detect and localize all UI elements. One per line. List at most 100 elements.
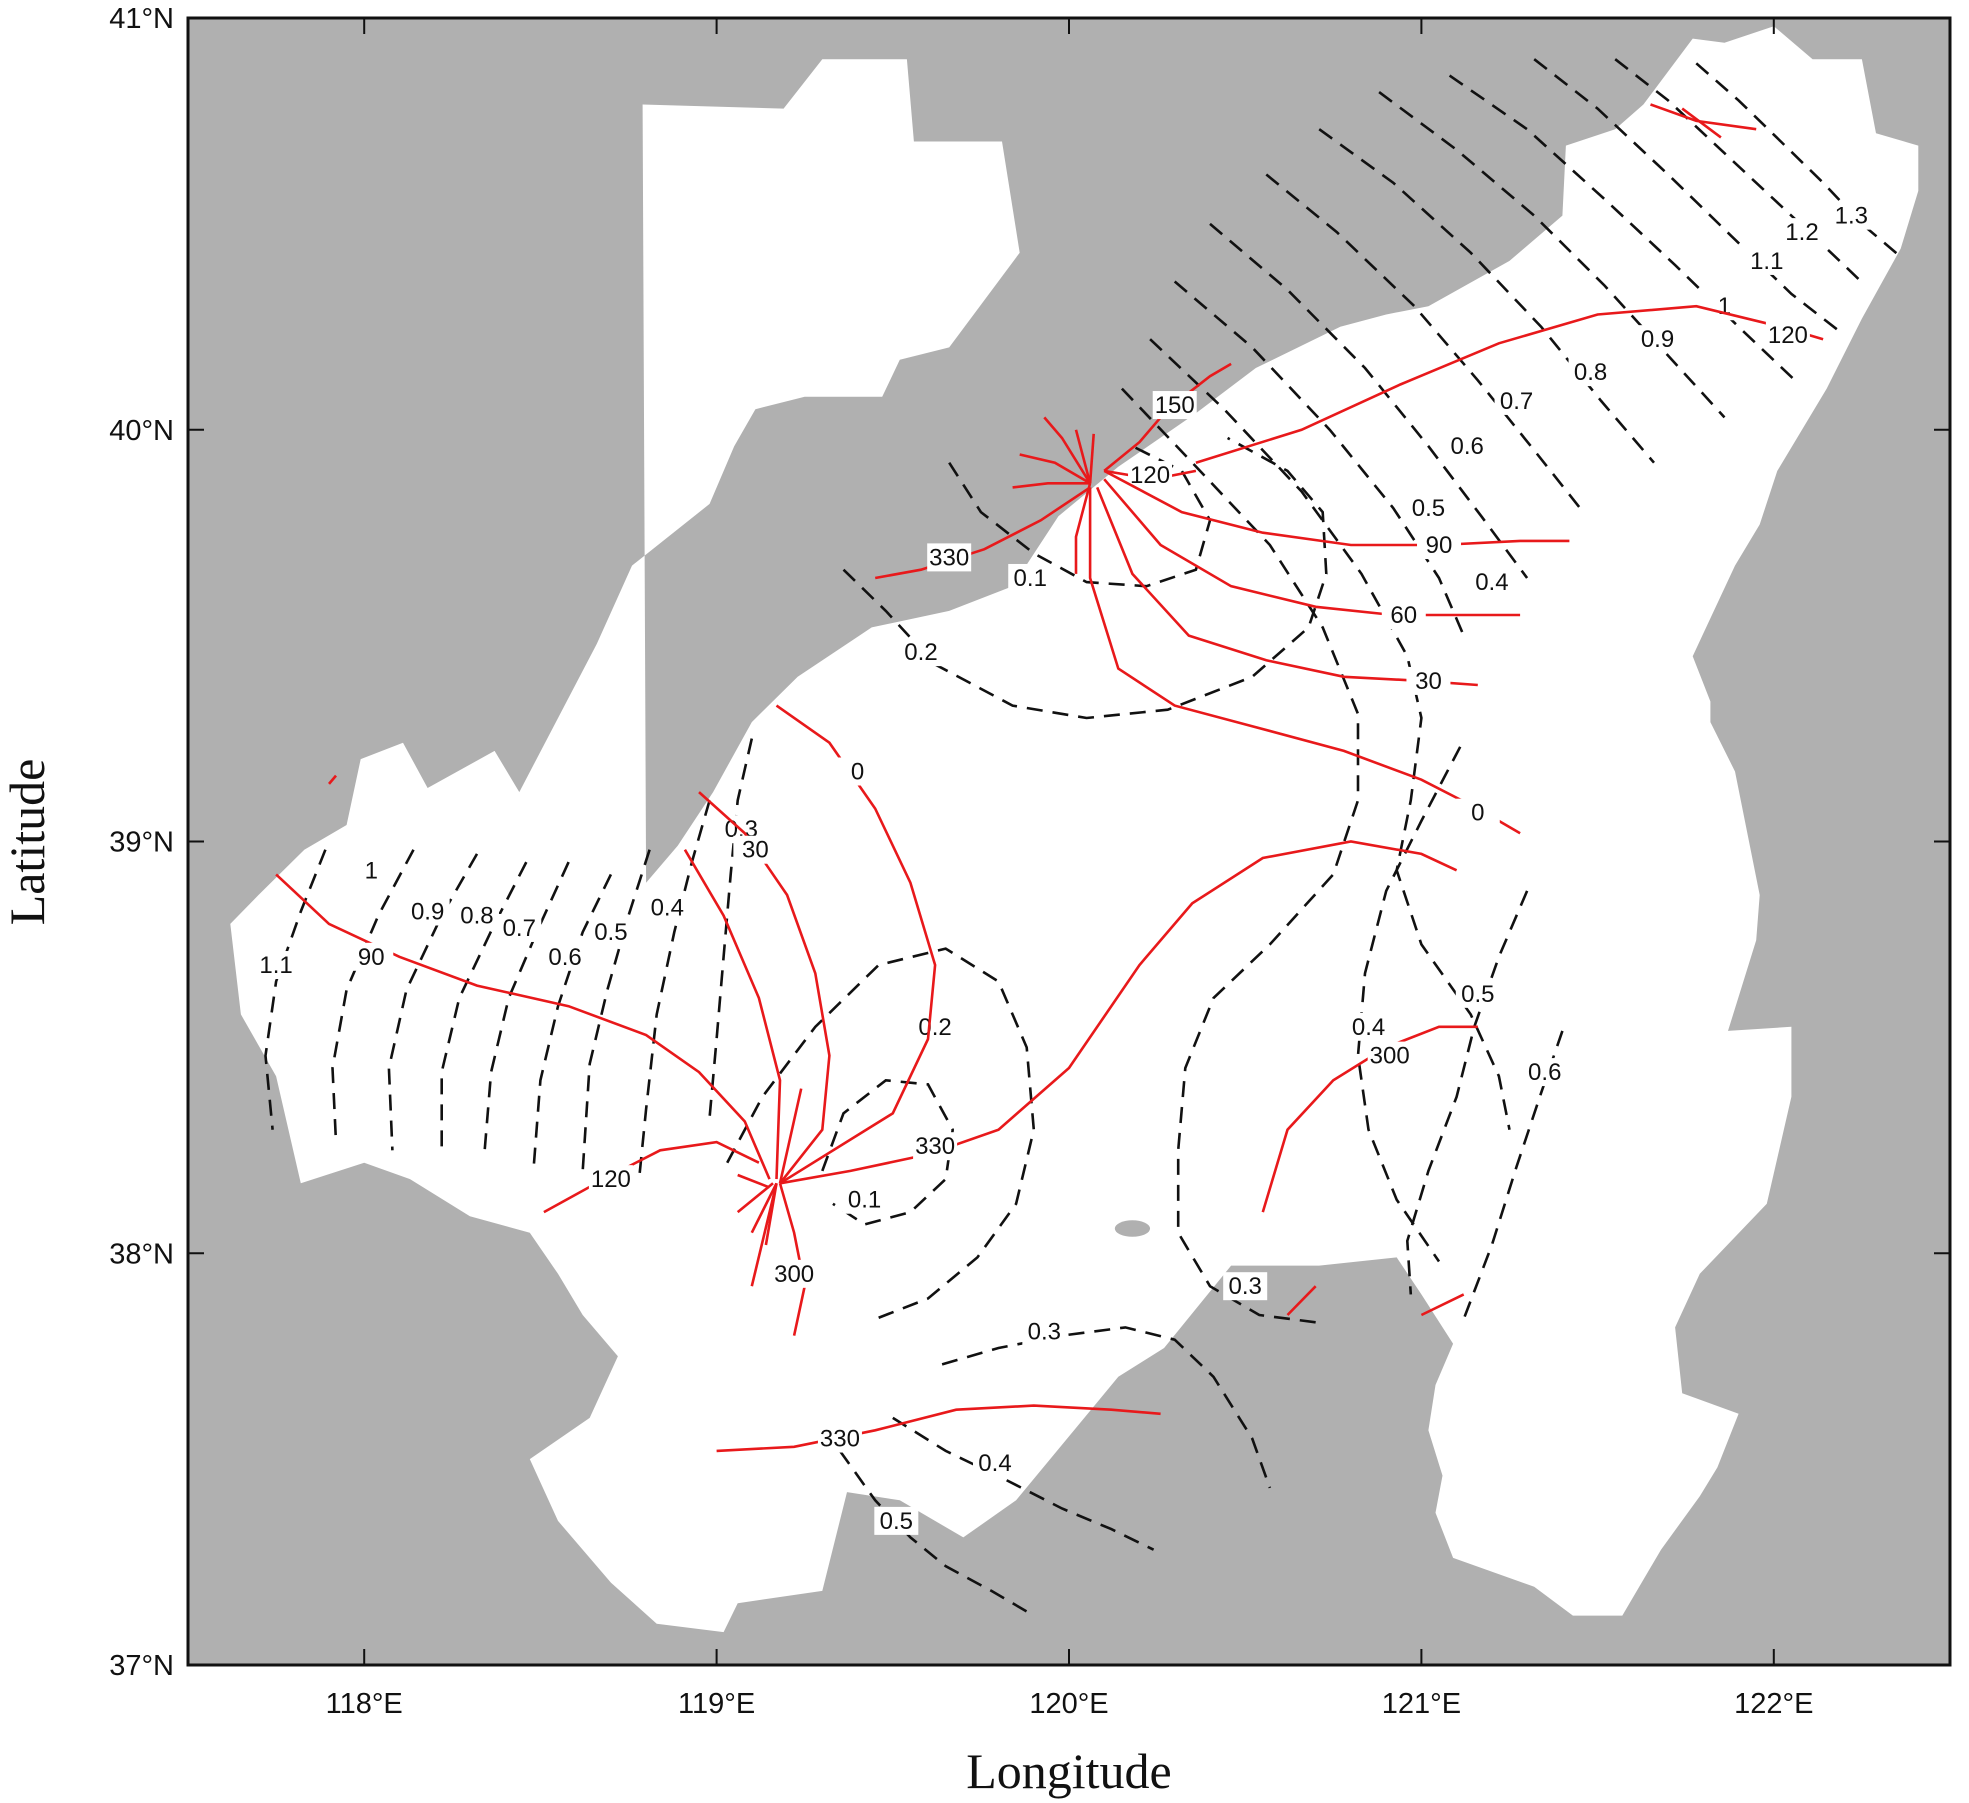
amplitude-contour-line xyxy=(1405,890,1529,1295)
amplitude-contour: 1.3 xyxy=(1695,62,1902,258)
amplitude-contour-label-bg xyxy=(645,893,690,922)
amplitude-contour-line xyxy=(387,853,479,1151)
amplitude-contour: 0.4 xyxy=(1346,746,1462,1263)
phase-contour-line xyxy=(275,873,771,1180)
x-axis-title: Longitude xyxy=(966,1743,1172,1799)
phase-contour-label: 90 xyxy=(358,944,385,971)
phase-contour xyxy=(750,1182,778,1287)
phase-contour-line xyxy=(736,1182,774,1214)
amplitude-contour: 0.1 xyxy=(821,1078,955,1226)
phase-contour-line xyxy=(750,1182,778,1234)
amplitude-contour: 0.2 xyxy=(726,947,1036,1321)
phase-contour: 300 xyxy=(772,1182,817,1336)
y-tick-label: 39°N xyxy=(109,827,174,859)
amplitude-contour-label: 0.4 xyxy=(978,1450,1011,1477)
phase-contour: 0 xyxy=(1088,487,1521,835)
phase-contour-label: 300 xyxy=(774,1261,814,1288)
phase-contour xyxy=(736,1182,774,1214)
amplitude-contour-label: 0.7 xyxy=(1500,388,1533,415)
phase-contour-line xyxy=(698,791,831,1185)
amplitude-contour-label-bg xyxy=(588,918,633,947)
amplitude-contour: 1.1 xyxy=(254,849,327,1130)
amplitude-contour-label-bg xyxy=(349,856,394,885)
phase-contour-label-bg xyxy=(1406,666,1451,695)
phase-contour-line xyxy=(737,1173,770,1189)
amplitude-contour-label: 0.5 xyxy=(880,1508,913,1535)
amplitude-contour: 0.5 xyxy=(1173,280,1465,637)
phase-contour: 330 xyxy=(779,840,1458,1185)
amplitude-contour-line xyxy=(941,1326,1272,1489)
phase-contour xyxy=(737,1173,770,1189)
phase-contour-line xyxy=(775,704,937,1185)
phase-contour: 30 xyxy=(1095,486,1478,695)
phase-contour-label-bg xyxy=(1455,798,1500,827)
phase-contour-label: 0 xyxy=(1471,800,1484,827)
amplitude-contour-label-bg xyxy=(497,913,542,942)
phase-contour-label: 300 xyxy=(1370,1043,1410,1070)
phase-contour-line xyxy=(779,840,1458,1185)
amplitude-contour-label: 0.5 xyxy=(1461,981,1494,1008)
amplitude-contour-label: 0.3 xyxy=(1229,1273,1262,1300)
amplitude-contour: 0.4 xyxy=(637,799,711,1180)
amplitude-contour-label: 1 xyxy=(365,857,378,884)
amplitude-contour-label-bg xyxy=(1022,1317,1067,1346)
phase-contour xyxy=(1681,107,1722,139)
amplitude-contour-line xyxy=(821,1078,955,1226)
phase-contour-label-bg xyxy=(1152,391,1197,420)
phase-contour: 330 xyxy=(874,486,1091,580)
y-tick-label: 40°N xyxy=(109,415,174,447)
phase-contour: 120 xyxy=(1103,461,1197,490)
amplitude-contour-label: 0.5 xyxy=(594,919,627,946)
phase-contour-label-bg xyxy=(1367,1041,1412,1070)
phase-contour-label: 120 xyxy=(591,1166,631,1193)
y-tick-label: 38°N xyxy=(109,1238,174,1270)
y-axis-ticks: 37°N 38°N 39°N 40°N 41°N xyxy=(109,3,1950,1682)
phase-contour-label: 330 xyxy=(929,544,969,571)
phase-contour xyxy=(1420,1293,1465,1317)
amplitude-contour-line xyxy=(892,1416,1155,1551)
amplitude-contour: 0.9 xyxy=(1378,91,1726,419)
phase-contour: 120 xyxy=(543,1140,760,1214)
phase-contour-line xyxy=(750,1182,778,1287)
phase-contour xyxy=(328,774,337,785)
phase-contour-line xyxy=(328,774,337,785)
amplitude-contour-line xyxy=(948,445,1212,588)
amplitude-contour: 0.4 xyxy=(892,1416,1155,1551)
amplitude-contour-label: 0.9 xyxy=(411,898,444,925)
phase-contour-label: 150 xyxy=(1155,392,1195,419)
amplitude-contour-label: 1.1 xyxy=(259,952,292,979)
amplitude-contour-label-bg xyxy=(1223,1272,1268,1301)
phase-contour-label: 330 xyxy=(915,1133,955,1160)
amplitude-contours: 1.31.21.110.90.80.70.60.50.40.30.20.11.1… xyxy=(254,58,1902,1617)
phase-contour-label-bg xyxy=(817,1424,862,1453)
amplitude-contour-line xyxy=(1209,222,1529,579)
amplitude-contour-line xyxy=(1173,280,1465,637)
amplitude-contour-label: 0.6 xyxy=(1528,1059,1561,1086)
amplitude-contour-label: 0.6 xyxy=(548,944,581,971)
phase-contour-line xyxy=(1261,1025,1478,1213)
amplitude-contour: 0.4 xyxy=(1149,338,1514,1130)
phase-contour-line xyxy=(1420,1293,1465,1317)
phase-contour-label-bg xyxy=(1381,601,1426,630)
amplitude-contour: 0.2 xyxy=(842,436,1328,720)
y-tick-label: 41°N xyxy=(109,3,174,35)
amplitude-contour-line xyxy=(532,873,613,1172)
phase-contour: 330 xyxy=(716,1404,1161,1453)
amplitude-contour-label: 0.2 xyxy=(918,1014,951,1041)
amplitude-contour: 0.6 xyxy=(1462,1030,1567,1320)
amplitude-contour-label-bg xyxy=(1445,432,1490,461)
phase-contour xyxy=(750,1182,778,1234)
phase-contour xyxy=(1074,482,1092,574)
amplitude-contour-line xyxy=(264,849,327,1130)
amplitude-contour-label-bg xyxy=(1744,246,1789,275)
phase-contour-label-bg xyxy=(835,757,880,786)
amplitude-contour: 0.3 xyxy=(941,1317,1272,1489)
phase-contour: 300 xyxy=(1261,1025,1478,1213)
amplitude-contour: 0.8 xyxy=(1318,128,1655,464)
amplitude-contour-label: 0.2 xyxy=(904,639,937,666)
amplitude-contour-label: 0.8 xyxy=(460,903,493,930)
land-patch xyxy=(1114,1220,1151,1237)
amplitude-contour-label: 0.1 xyxy=(1014,565,1047,592)
